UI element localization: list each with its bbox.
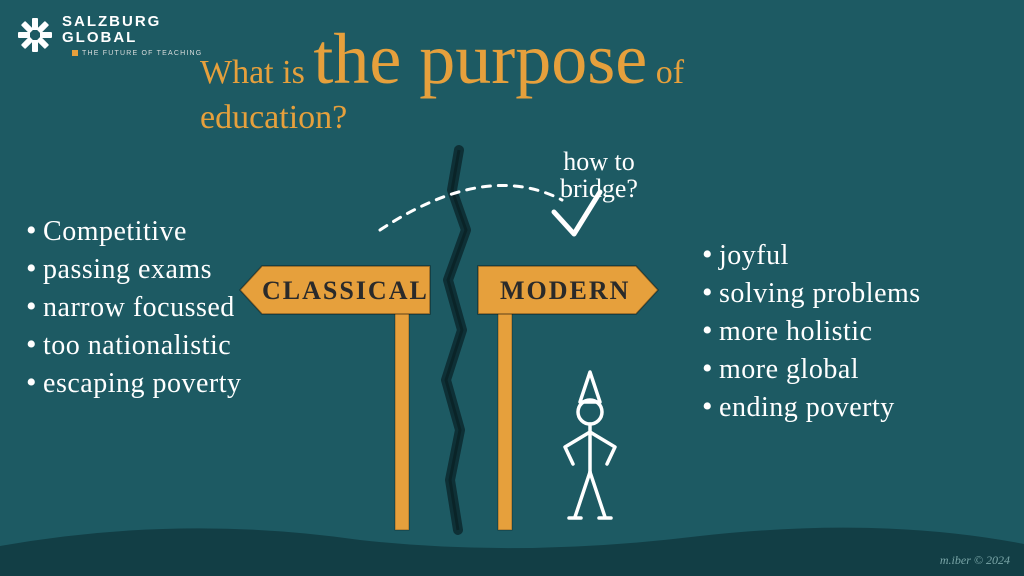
list-item: more holistic: [702, 314, 921, 348]
list-item: ending poverty: [702, 390, 921, 424]
artist-credit: m.iber © 2024: [940, 553, 1010, 568]
list-item: more global: [702, 352, 921, 386]
sign-modern-label: MODERN: [482, 270, 648, 312]
sign-classical-label: CLASSICAL: [244, 270, 447, 312]
list-item: too nationalistic: [26, 328, 242, 362]
classical-list: Competitive passing exams narrow focussed t…: [26, 210, 242, 404]
sign-classical: CLASSICAL: [244, 270, 447, 312]
infographic-stage: SALZBURG GLOBAL THE FUTURE OF TEACHING W…: [0, 0, 1024, 576]
list-item: joyful: [702, 238, 921, 272]
list-item: narrow focussed: [26, 290, 242, 324]
list-item: passing exams: [26, 252, 242, 286]
list-item: escaping poverty: [26, 366, 242, 400]
list-item: Competitive: [26, 214, 242, 248]
sign-modern: MODERN: [482, 270, 648, 312]
list-item: solving problems: [702, 276, 921, 310]
modern-list: joyful solving problems more holistic more …: [702, 234, 921, 428]
bridge-question: how tobridge?: [560, 148, 638, 203]
